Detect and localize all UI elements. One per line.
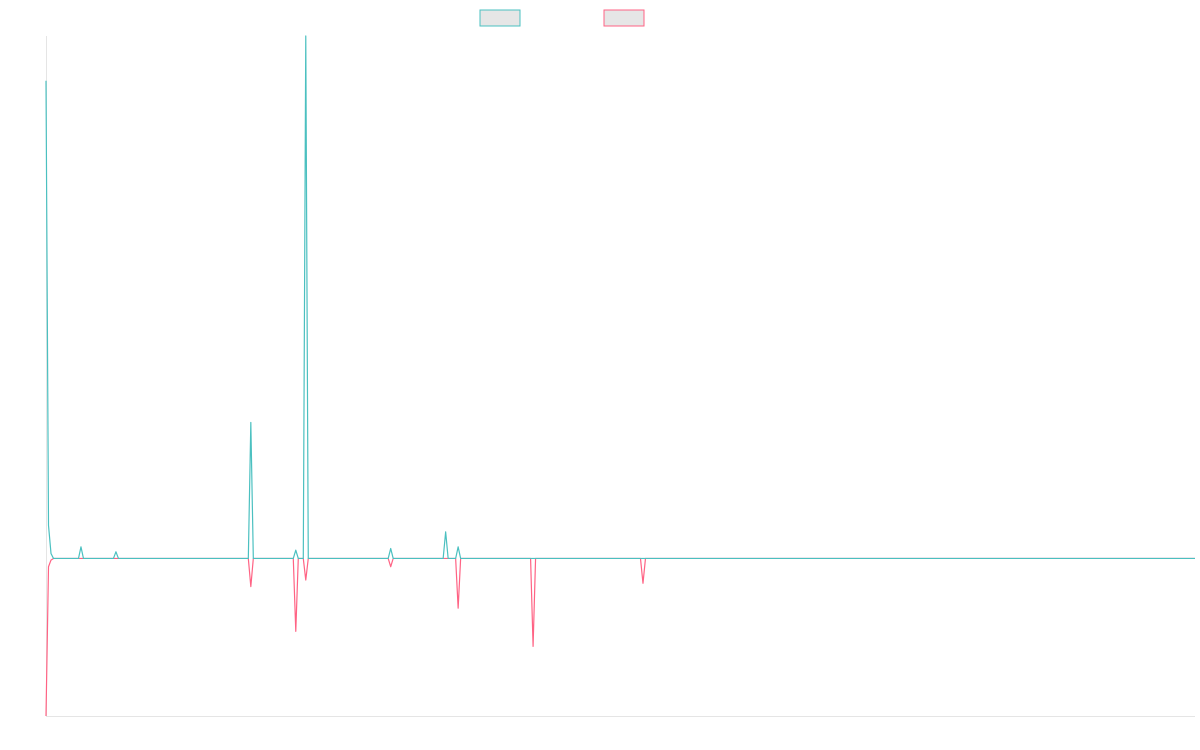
- legend[interactable]: [479, 9, 645, 27]
- legend-swatch-teal[interactable]: [479, 9, 521, 27]
- series-line-teal: [45, 35, 1195, 560]
- series-line-pink: [45, 557, 1195, 717]
- legend-swatch-pink[interactable]: [603, 9, 645, 27]
- series-layer: [45, 35, 1195, 717]
- plot-area: [45, 35, 1195, 717]
